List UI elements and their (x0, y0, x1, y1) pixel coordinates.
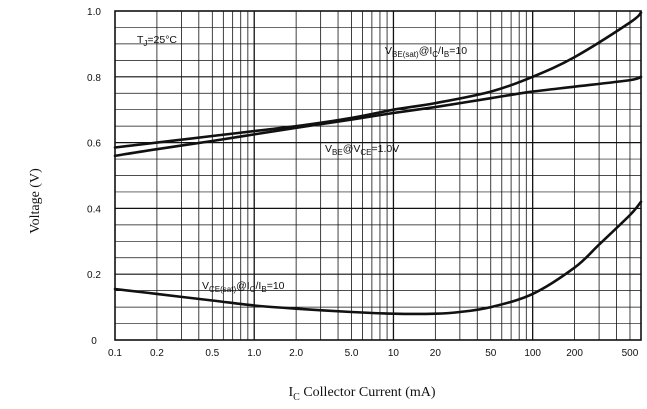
x-tick-label: 200 (566, 348, 583, 359)
temperature-annotation: TJ=25°C (137, 34, 177, 48)
y-tick-label: 0 (91, 336, 97, 347)
y-tick-label: 0.2 (87, 270, 101, 281)
y-tick-label: 0.6 (87, 139, 101, 150)
y-tick-label: 1.0 (87, 7, 101, 18)
vbe-sat-annotation: VBE(sat)@IC/IB=10 (385, 45, 467, 59)
x-tick-label: 500 (622, 348, 639, 359)
x-axis-ticks: 0.1 0.2 0.5 1.0 2.0 5.0 10 20 50 100 200 500 (108, 348, 639, 359)
y-axis-ticks: 0 0.2 0.4 0.6 0.8 1.0 (87, 7, 101, 347)
vbe-on-annotation: VBE@VCE=1.0V (325, 143, 399, 157)
vce-sat-annotation: VCE(sat)@IC/IB=10 (202, 280, 285, 294)
x-tick-label: 0.1 (108, 348, 122, 359)
grid (115, 11, 641, 340)
x-tick-label: 100 (524, 348, 541, 359)
plot-frame (114, 10, 642, 341)
x-tick-label: 2.0 (289, 348, 303, 359)
y-axis-title: Voltage (V) (28, 168, 43, 234)
x-tick-label: 1.0 (247, 348, 261, 359)
series-vbe-on-curve (113, 75, 643, 158)
x-tick-label: 0.2 (150, 348, 164, 359)
x-tick-label: 0.5 (205, 348, 219, 359)
y-tick-label: 0.8 (87, 73, 101, 84)
x-tick-label: 20 (430, 348, 442, 359)
series-vbe-sat-curve (113, 11, 643, 149)
series-group (113, 11, 643, 316)
x-tick-label: 5.0 (345, 348, 359, 359)
y-tick-label: 0.4 (87, 204, 101, 215)
x-axis-title: IC Collector Current (mA) (288, 385, 435, 403)
series-vce-sat-curve (113, 200, 643, 316)
x-tick-label: 10 (388, 348, 400, 359)
x-tick-label: 50 (485, 348, 497, 359)
